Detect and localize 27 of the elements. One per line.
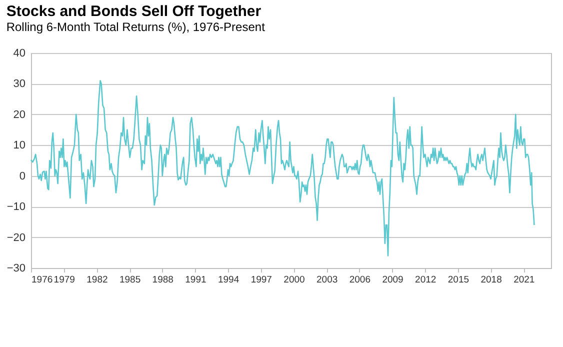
x-tick-label: 1988 (152, 274, 174, 286)
x-tick-label: 2015 (448, 274, 470, 286)
x-tick-label: 2009 (382, 274, 404, 286)
x-tick-label: 2012 (415, 274, 436, 286)
chart-subtitle: Rolling 6-Month Total Returns (%), 1976-Present (6, 20, 266, 34)
y-tick-label: 20 (13, 108, 26, 121)
x-tick-label: 2021 (514, 274, 535, 286)
x-tick-label: 1997 (250, 274, 272, 286)
y-tick-label: −10 (6, 201, 26, 214)
x-tick-label: 1976 (32, 274, 53, 286)
chart-title: Stocks and Bonds Sell Off Together (6, 3, 262, 20)
y-tick-label: 10 (13, 140, 26, 152)
x-tick-label: 2000 (284, 274, 305, 286)
x-tick-label: 1991 (185, 274, 206, 286)
x-tick-label: 2006 (349, 274, 370, 286)
y-tick-label: −20 (6, 232, 26, 244)
x-tick-label: 1982 (86, 274, 108, 286)
x-tick-label: 2003 (316, 274, 338, 286)
y-tick-label: 30 (13, 78, 26, 90)
x-tick-label: 2018 (480, 274, 502, 286)
y-tick-label: −30 (6, 262, 26, 274)
x-tick-label: 1985 (119, 274, 141, 286)
x-tick-label: 1994 (218, 274, 240, 286)
line-series (30, 80, 535, 256)
y-tick-label: 0 (19, 170, 26, 182)
y-tick-label: 40 (13, 48, 26, 60)
x-tick-label: 1979 (54, 274, 75, 286)
